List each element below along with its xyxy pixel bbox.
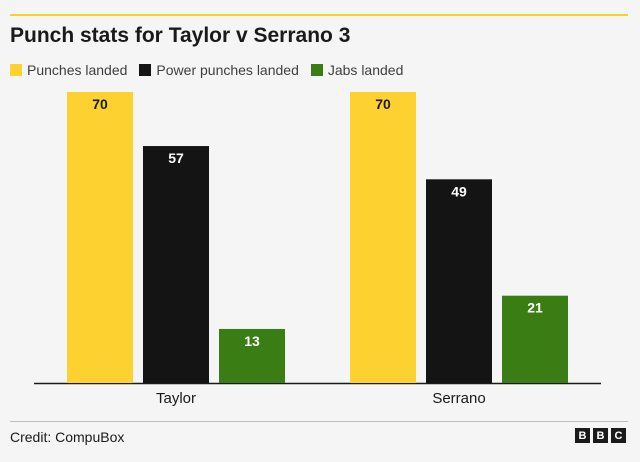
legend-swatch-punches-landed [10,64,22,76]
bbc-logo-letter-1: B [575,428,590,443]
x-tick-label-taylor: Taylor [156,390,196,407]
data-label-serrano-jabs-landed: 21 [527,300,543,316]
bbc-logo-letter-2: B [593,428,608,443]
legend-item-punches-landed: Punches landed [10,62,127,78]
bar-taylor-power-punches-landed [143,146,209,383]
data-label-serrano-power-punches-landed: 49 [451,183,467,199]
data-label-serrano-punches-landed: 70 [375,96,391,112]
chart-title: Punch stats for Taylor v Serrano 3 [10,24,351,47]
legend-swatch-jabs-landed [310,64,323,76]
footer-divider [10,421,628,422]
legend-swatch-power-punches-landed [139,64,152,76]
bar-serrano-jabs-landed [502,295,568,383]
legend-label-punches-landed: Punches landed [27,62,128,78]
bar-taylor-jabs-landed [219,328,285,383]
legend-item-jabs-landed: Jabs landed [310,62,404,78]
data-label-taylor-jabs-landed: 13 [244,333,260,349]
data-label-taylor-punches-landed: 70 [92,96,108,112]
legend-label-jabs-landed: Jabs landed [327,62,404,78]
top-accent-rule [10,14,628,16]
bar-serrano-power-punches-landed [426,179,492,383]
data-label-taylor-power-punches-landed: 57 [168,150,184,166]
legend-label-power-punches-landed: Power punches landed [156,62,299,78]
bar-taylor-punches-landed [67,92,133,383]
chart-legend: Punches landed Power punches landed Jabs… [10,62,415,78]
legend-item-power-punches-landed: Power punches landed [139,62,299,78]
bbc-logo-letter-3: C [611,428,626,443]
bbc-logo: B B C [575,428,626,443]
bar-serrano-punches-landed [350,92,416,383]
x-tick-label-serrano: Serrano [432,390,485,407]
credit-text: Credit: CompuBox [10,429,125,445]
